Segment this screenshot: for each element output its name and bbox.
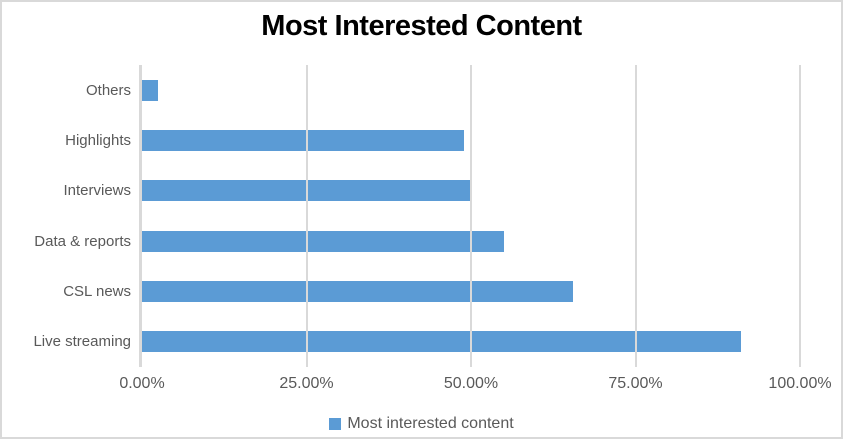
x-tick-label: 75.00% bbox=[608, 375, 663, 392]
category-label: Others bbox=[85, 81, 131, 99]
bar-data-reports bbox=[142, 230, 504, 252]
category-label: Live streaming bbox=[33, 333, 131, 351]
gridline bbox=[634, 65, 637, 367]
gridline bbox=[305, 65, 308, 367]
category-label: Highlights bbox=[65, 131, 131, 149]
gridline bbox=[470, 65, 472, 367]
plot-area bbox=[139, 65, 801, 367]
x-tick-label: 0.00% bbox=[119, 375, 165, 392]
category-label: CSL news bbox=[63, 282, 131, 300]
bar-live-streaming bbox=[142, 331, 741, 353]
x-tick-label: 25.00% bbox=[279, 375, 334, 392]
x-axis-labels: 0.00% 25.00% 50.00% 75.00% 100.00% bbox=[119, 375, 831, 397]
gridline bbox=[799, 65, 801, 367]
x-tick-label: 50.00% bbox=[443, 375, 499, 392]
category-label: Data & reports bbox=[34, 232, 131, 250]
x-tick-label: 100.00% bbox=[768, 375, 832, 392]
legend-swatch-icon bbox=[329, 418, 342, 430]
bar-highlights bbox=[142, 130, 465, 151]
legend-label: Most interested content bbox=[347, 415, 514, 432]
bar-csl-news bbox=[142, 281, 573, 302]
legend: Most interested content bbox=[2, 415, 841, 433]
chart-title: Most Interested Content bbox=[261, 10, 582, 42]
y-axis-labels: Others Highlights Interviews Data & reports… bbox=[2, 65, 131, 365]
bar-others bbox=[142, 79, 159, 101]
category-label: Interviews bbox=[63, 182, 131, 200]
